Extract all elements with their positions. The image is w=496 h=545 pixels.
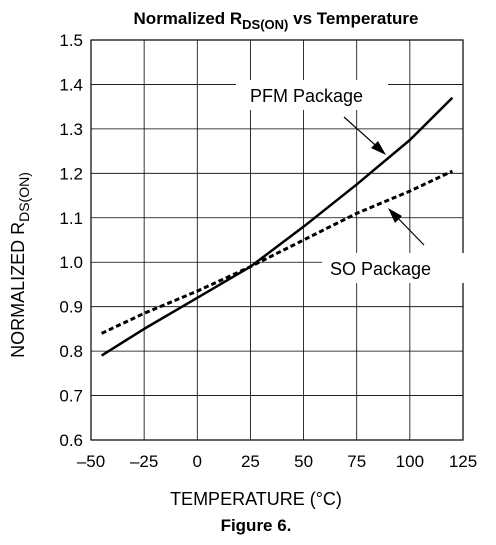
figure-caption: Figure 6. — [221, 516, 292, 535]
y-tick-label: 1.4 — [59, 75, 83, 94]
x-tick-label: 0 — [193, 452, 202, 471]
x-tick-label: 75 — [347, 452, 366, 471]
chart-title-main: Normalized R — [134, 9, 243, 28]
y-tick-label: 1.1 — [59, 209, 83, 228]
chart-title-tail: vs Temperature — [288, 9, 418, 28]
pfm-label-background — [236, 80, 388, 110]
y-tick-label: 1.2 — [59, 164, 83, 183]
x-tick-label: 100 — [396, 452, 424, 471]
pfm-package-line — [100, 96, 454, 357]
series-layer — [100, 96, 454, 357]
x-tick-label: 25 — [241, 452, 260, 471]
y-tick-label: 1.5 — [59, 31, 83, 50]
pfm-pointer-arrowhead — [371, 141, 386, 155]
x-axis-title: TEMPERATURE (°C) — [170, 489, 342, 509]
so-label-background — [322, 253, 468, 283]
x-tick-labels: –50 –25 0 25 50 75 100 125 — [77, 452, 477, 471]
pfm-package-label: PFM Package — [250, 86, 363, 106]
x-tick-label: 50 — [294, 452, 313, 471]
plot-frame — [90, 39, 464, 441]
y-tick-label: 0.6 — [59, 431, 83, 450]
y-axis-title: NORMALIZED RDS(ON) — [8, 172, 32, 358]
y-axis-title-subscript: DS(ON) — [16, 172, 32, 222]
y-tick-label: 1.3 — [59, 120, 83, 139]
y-tick-label: 0.8 — [59, 342, 83, 361]
x-tick-label: 125 — [449, 452, 477, 471]
y-tick-label: 0.7 — [59, 387, 83, 406]
y-tick-label: 1.0 — [59, 253, 83, 272]
x-tick-label: –25 — [130, 452, 158, 471]
chart-title: Normalized RDS(ON) vs Temperature — [134, 9, 419, 32]
x-tick-label: –50 — [77, 452, 105, 471]
so-package-line — [100, 169, 454, 335]
y-tick-label: 0.9 — [59, 298, 83, 317]
y-tick-labels: 0.6 0.7 0.8 0.9 1.0 1.1 1.2 1.3 1.4 1.5 — [59, 31, 83, 450]
y-axis-title-main: NORMALIZED R — [8, 222, 28, 358]
chart-title-subscript: DS(ON) — [242, 17, 288, 32]
so-package-label: SO Package — [330, 259, 431, 279]
so-pointer-arrowhead — [388, 208, 402, 223]
